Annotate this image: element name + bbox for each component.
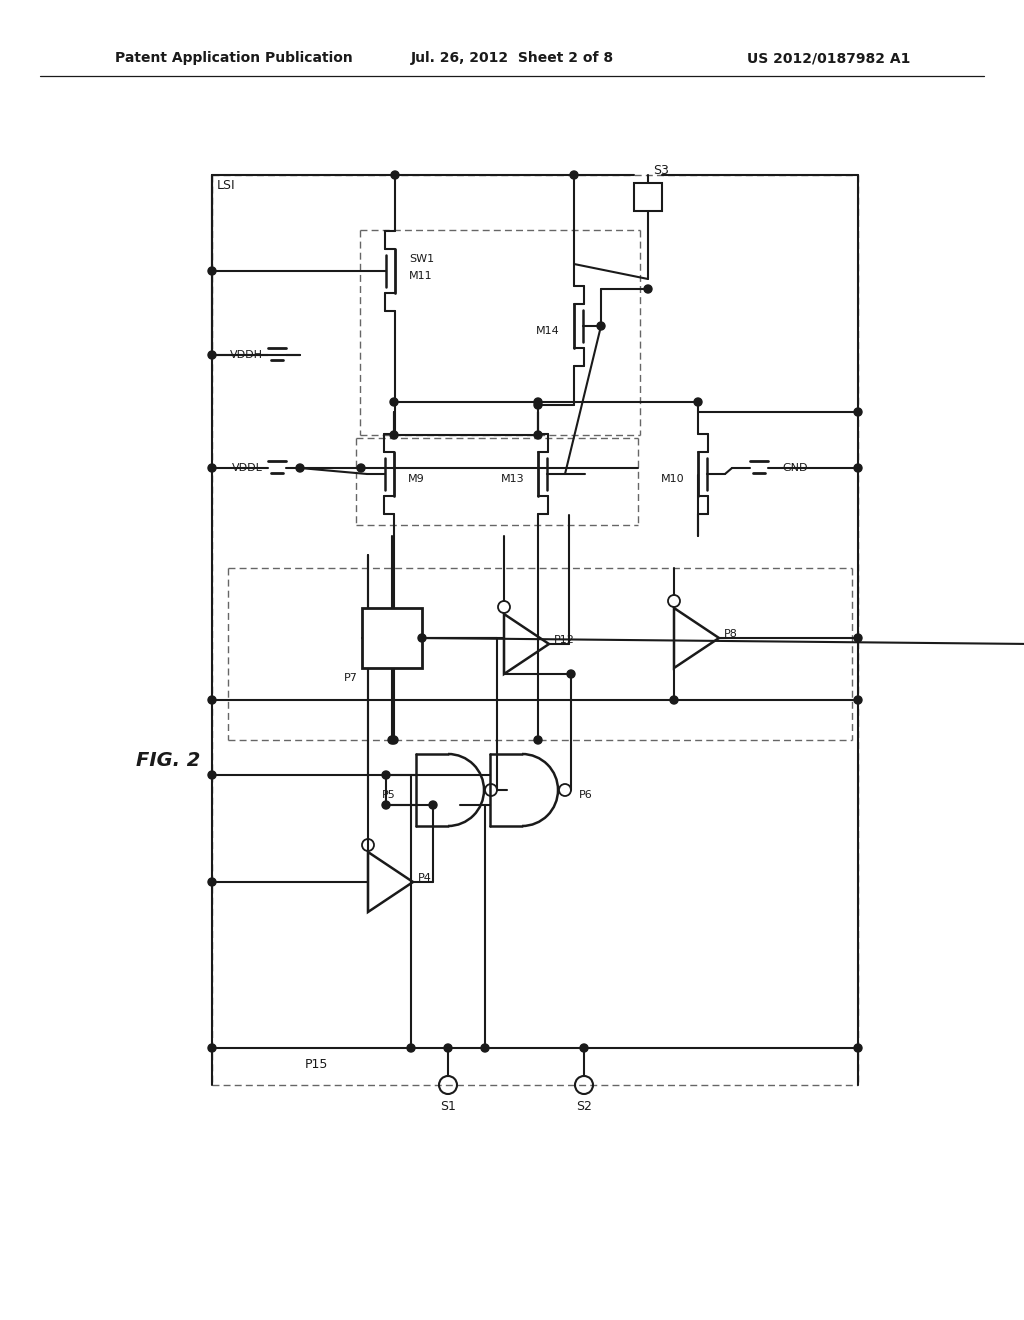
Circle shape [444, 1044, 452, 1052]
Bar [362, 609, 422, 668]
Circle shape [388, 737, 396, 744]
Text: S1: S1 [440, 1101, 456, 1114]
Text: Patent Application Publication: Patent Application Publication [115, 51, 352, 65]
Circle shape [854, 408, 862, 416]
Circle shape [208, 878, 216, 886]
Circle shape [854, 1044, 862, 1052]
Text: VDDH: VDDH [230, 350, 263, 360]
Circle shape [597, 322, 605, 330]
Text: P8: P8 [724, 630, 738, 639]
Circle shape [534, 737, 542, 744]
Bar [634, 183, 662, 211]
Text: P6: P6 [579, 789, 593, 800]
Text: LSI: LSI [217, 180, 236, 191]
Circle shape [534, 399, 542, 407]
Circle shape [407, 1044, 415, 1052]
Text: P12: P12 [554, 635, 574, 645]
Circle shape [390, 737, 398, 744]
Circle shape [534, 432, 542, 440]
Circle shape [418, 634, 426, 642]
Text: US 2012/0187982 A1: US 2012/0187982 A1 [746, 51, 910, 65]
Text: M9: M9 [408, 474, 425, 484]
Circle shape [580, 1044, 588, 1052]
Text: S2: S2 [577, 1101, 592, 1114]
Text: FIG. 2: FIG. 2 [136, 751, 200, 770]
Circle shape [382, 771, 390, 779]
Circle shape [382, 801, 390, 809]
Circle shape [390, 432, 398, 440]
Text: VDDL: VDDL [232, 463, 263, 473]
Circle shape [854, 465, 862, 473]
Text: P5: P5 [382, 789, 396, 800]
Circle shape [567, 671, 575, 678]
Circle shape [429, 801, 437, 809]
Circle shape [208, 351, 216, 359]
Circle shape [208, 465, 216, 473]
Circle shape [208, 1044, 216, 1052]
Circle shape [644, 285, 652, 293]
Text: S3: S3 [653, 164, 669, 177]
Circle shape [481, 1044, 489, 1052]
Circle shape [854, 634, 862, 642]
Circle shape [296, 465, 304, 473]
Circle shape [391, 172, 399, 180]
Text: GND: GND [782, 463, 808, 473]
Text: M13: M13 [501, 474, 524, 484]
Text: P15: P15 [305, 1059, 329, 1072]
Circle shape [670, 696, 678, 704]
Circle shape [694, 399, 702, 407]
Circle shape [208, 696, 216, 704]
Circle shape [208, 771, 216, 779]
Text: Jul. 26, 2012  Sheet 2 of 8: Jul. 26, 2012 Sheet 2 of 8 [411, 51, 613, 65]
Circle shape [534, 401, 542, 409]
Circle shape [570, 172, 578, 180]
Text: M11: M11 [409, 271, 432, 281]
Text: P4: P4 [418, 873, 432, 883]
Text: M14: M14 [537, 326, 560, 337]
Circle shape [854, 696, 862, 704]
Circle shape [208, 267, 216, 275]
Text: P7: P7 [344, 673, 358, 682]
Text: M10: M10 [660, 474, 684, 484]
Text: SW1: SW1 [409, 253, 434, 264]
Circle shape [357, 465, 365, 473]
Circle shape [390, 399, 398, 407]
